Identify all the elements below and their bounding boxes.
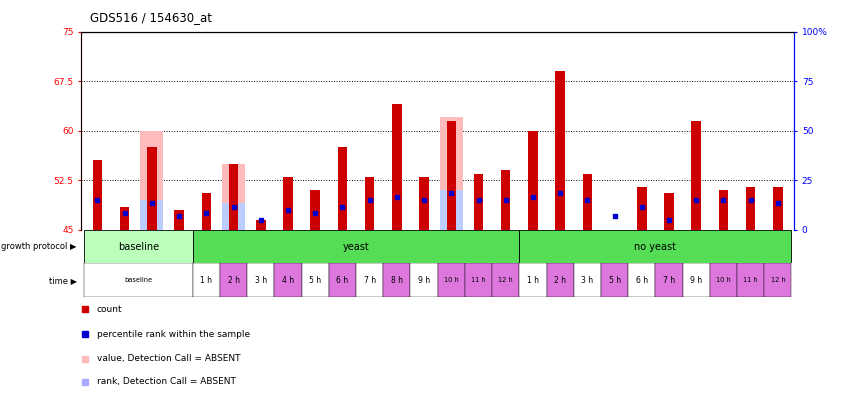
Bar <box>364 177 374 230</box>
Bar <box>256 220 265 230</box>
Text: 3 h: 3 h <box>581 276 593 285</box>
Bar <box>337 147 347 230</box>
Bar <box>763 263 791 297</box>
Bar <box>439 118 462 230</box>
Bar <box>636 187 646 230</box>
Text: 1 h: 1 h <box>200 276 212 285</box>
Bar <box>501 170 510 230</box>
Bar <box>654 263 682 297</box>
Text: 7 h: 7 h <box>662 276 674 285</box>
Bar <box>222 164 245 230</box>
Text: 5 h: 5 h <box>608 276 620 285</box>
Text: 4 h: 4 h <box>281 276 293 285</box>
Bar <box>691 121 700 230</box>
Bar <box>222 203 245 230</box>
Bar <box>718 190 728 230</box>
Bar <box>573 263 601 297</box>
Bar <box>310 190 320 230</box>
Bar <box>229 164 238 230</box>
Bar <box>119 207 130 230</box>
Text: baseline: baseline <box>124 277 152 283</box>
Bar <box>745 187 755 230</box>
Bar <box>283 177 293 230</box>
Bar <box>628 263 654 297</box>
Text: 9 h: 9 h <box>417 276 430 285</box>
Bar <box>582 173 591 230</box>
Bar <box>84 230 193 263</box>
Bar <box>609 230 618 233</box>
Bar <box>174 210 183 230</box>
Text: 5 h: 5 h <box>309 276 321 285</box>
Text: yeast: yeast <box>342 242 369 251</box>
Text: 2 h: 2 h <box>554 276 566 285</box>
Bar <box>546 263 573 297</box>
Text: time ▶: time ▶ <box>49 276 77 285</box>
Text: 10 h: 10 h <box>444 277 458 283</box>
Bar <box>736 263 763 297</box>
Bar <box>392 104 401 230</box>
Bar <box>193 263 220 297</box>
Bar <box>193 230 519 263</box>
Text: 10 h: 10 h <box>716 277 730 283</box>
Bar <box>383 263 410 297</box>
Bar <box>527 131 537 230</box>
Text: percentile rank within the sample: percentile rank within the sample <box>96 329 250 339</box>
Text: rank, Detection Call = ABSENT: rank, Detection Call = ABSENT <box>96 377 235 386</box>
Bar <box>419 177 428 230</box>
Bar <box>446 121 456 230</box>
Bar <box>84 263 193 297</box>
Text: 9 h: 9 h <box>689 276 701 285</box>
Bar <box>410 263 437 297</box>
Bar <box>772 187 781 230</box>
Bar <box>519 263 546 297</box>
Bar <box>356 263 383 297</box>
Bar <box>601 263 628 297</box>
Text: 6 h: 6 h <box>336 276 348 285</box>
Text: 11 h: 11 h <box>471 277 485 283</box>
Bar <box>220 263 247 297</box>
Bar <box>328 263 356 297</box>
Bar <box>140 131 163 230</box>
Bar <box>140 200 163 230</box>
Bar <box>437 263 464 297</box>
Bar <box>682 263 709 297</box>
Text: no yeast: no yeast <box>634 242 676 251</box>
Bar <box>301 263 328 297</box>
Bar <box>274 263 301 297</box>
Bar <box>439 190 462 230</box>
Bar <box>709 263 736 297</box>
Text: 12 h: 12 h <box>769 277 785 283</box>
Text: value, Detection Call = ABSENT: value, Detection Call = ABSENT <box>96 354 240 363</box>
Text: 8 h: 8 h <box>391 276 403 285</box>
Text: GDS516 / 154630_at: GDS516 / 154630_at <box>90 11 212 24</box>
Bar <box>93 160 102 230</box>
Text: growth protocol ▶: growth protocol ▶ <box>2 242 77 251</box>
Text: 6 h: 6 h <box>635 276 647 285</box>
Text: 11 h: 11 h <box>742 277 757 283</box>
Bar <box>464 263 491 297</box>
Text: 12 h: 12 h <box>498 277 513 283</box>
Bar <box>519 230 791 263</box>
Bar <box>554 71 564 230</box>
Text: 2 h: 2 h <box>227 276 239 285</box>
Bar <box>147 147 156 230</box>
Text: count: count <box>96 305 122 314</box>
Text: 3 h: 3 h <box>254 276 266 285</box>
Text: 1 h: 1 h <box>526 276 538 285</box>
Bar <box>201 193 211 230</box>
Bar <box>491 263 519 297</box>
Bar <box>473 173 483 230</box>
Bar <box>247 263 274 297</box>
Text: 7 h: 7 h <box>363 276 375 285</box>
Text: baseline: baseline <box>118 242 159 251</box>
Bar <box>664 193 673 230</box>
